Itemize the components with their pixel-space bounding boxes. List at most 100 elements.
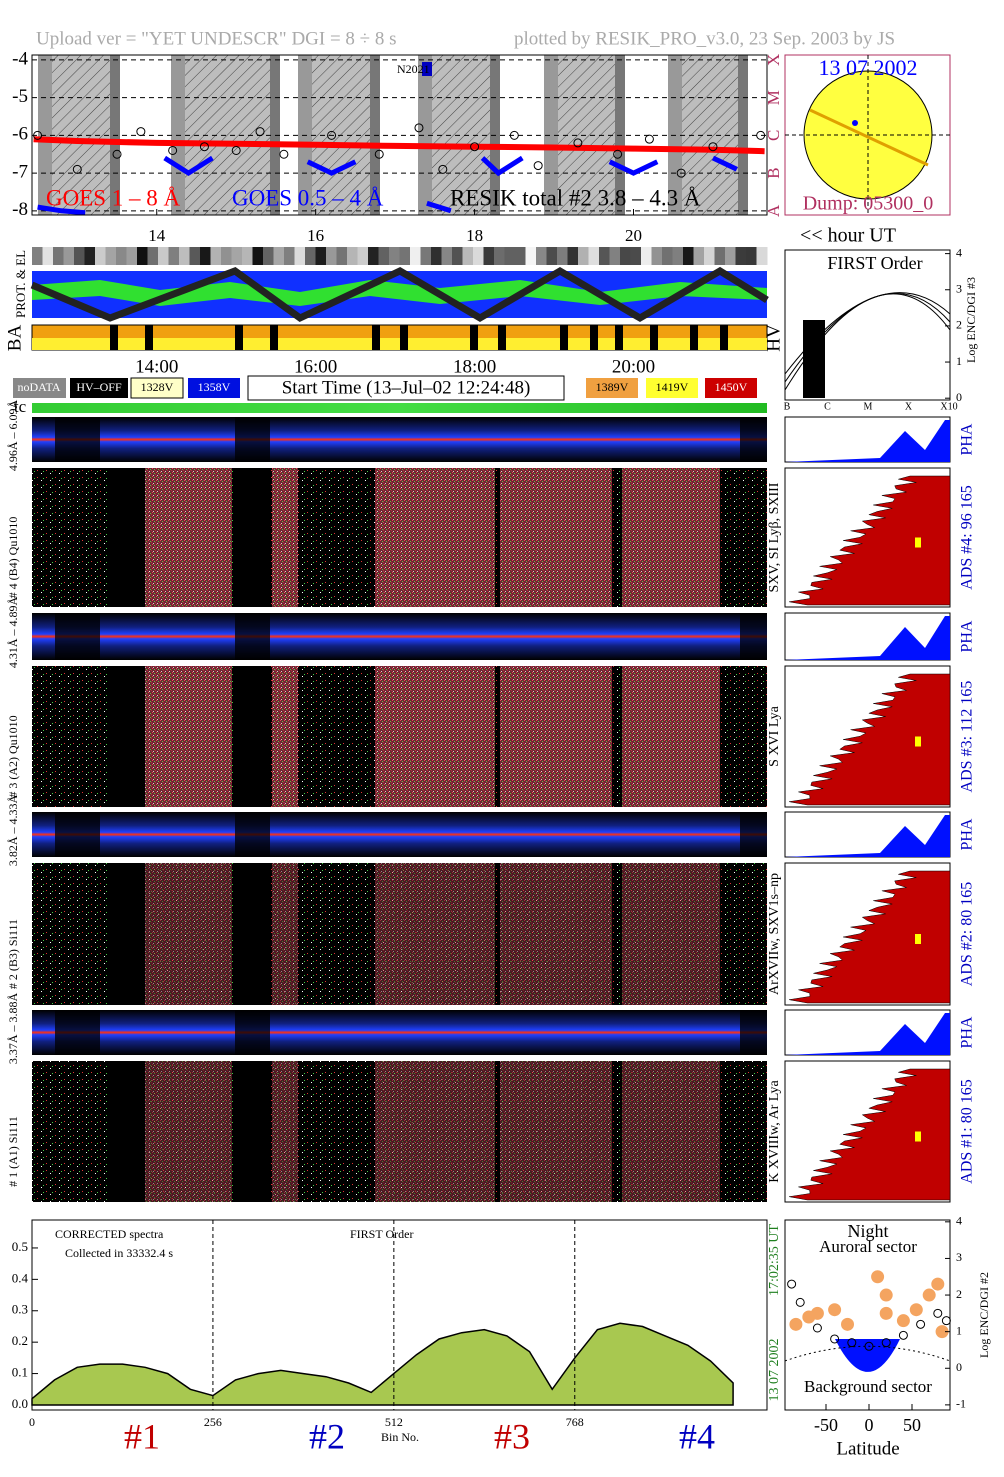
el-strip (725, 247, 736, 265)
el-strip (315, 247, 327, 265)
ba-off (270, 325, 278, 350)
lat-point (916, 1319, 926, 1329)
spectrum-area (31, 1322, 734, 1406)
spectrogram-active (375, 863, 495, 1005)
ba-off (650, 325, 658, 350)
legend-entry: GOES 1 – 8 Å (46, 185, 181, 210)
ba-off (145, 325, 153, 350)
pha-label: PHA (959, 620, 976, 652)
x-tick-label: B (784, 401, 791, 412)
ba-label: BA (4, 325, 25, 352)
pha-label: PHA (959, 1016, 976, 1048)
channel-range: 4.31Å – 4.89Å (6, 597, 20, 669)
el-strip (578, 247, 589, 265)
hour-label: 18 (466, 226, 483, 245)
lat-point (879, 1306, 893, 1320)
resik-point (72, 164, 82, 174)
pha-off (55, 613, 100, 660)
spectrogram-off (235, 666, 270, 807)
el-strip (32, 247, 43, 265)
y-tick-label: 3 (956, 1250, 962, 1264)
ba-off (590, 325, 598, 350)
spectrum-note: CORRECTED spectra (55, 1227, 164, 1241)
el-strip (546, 247, 558, 265)
y-tick-label: -8 (12, 199, 28, 220)
spectrogram-active (622, 468, 720, 607)
el-strip (347, 247, 358, 265)
legend-box (13, 378, 66, 398)
lat-point (830, 1334, 840, 1344)
hist-shape (788, 870, 951, 1004)
saa-band (185, 55, 270, 215)
plotted-text: plotted by RESIK_PRO_v3.0, 23 Sep. 2003 … (514, 28, 895, 49)
el-strip (452, 247, 463, 265)
spectrogram-active (375, 468, 495, 607)
ba-off (372, 325, 380, 350)
y-tick-label: -4 (12, 48, 28, 69)
hist-shape (788, 673, 951, 806)
sector-label: Auroral sector (819, 1237, 917, 1256)
spectrogram-active (272, 863, 298, 1005)
segment-label: #2 (309, 1416, 345, 1456)
el-strip (368, 247, 379, 265)
pha-shape (785, 616, 950, 660)
y-axis-title: Log ENC/DGI #3 (964, 277, 978, 363)
el-strip (105, 247, 117, 265)
channel-range: 3.82Å – 4.33Å (6, 795, 20, 867)
el-strip (662, 247, 673, 265)
pha-frame (784, 612, 951, 661)
tc-strip (32, 403, 767, 413)
y-tick-label: 0 (956, 1360, 962, 1374)
el-strip (704, 247, 715, 265)
el-strip (284, 247, 295, 265)
lat-point (933, 1308, 943, 1318)
resik-point (414, 123, 424, 133)
segment-label: #4 (679, 1416, 715, 1456)
resik-point (676, 168, 686, 178)
x-tick-label: C (824, 401, 831, 412)
legend-text: 1328V (141, 380, 174, 394)
lat-point (941, 1316, 951, 1326)
prot-label: PROT. & EL (13, 250, 28, 318)
channel-range: 3.37Å – 3.88Å (6, 993, 20, 1065)
ba-off (400, 325, 408, 350)
el-strip (263, 247, 274, 265)
pha-strip (32, 613, 767, 660)
pha-off (740, 417, 767, 462)
legend-box (646, 378, 698, 398)
el-strip (399, 247, 411, 265)
spectrogram-active (500, 863, 612, 1005)
legend-text: noDATA (17, 380, 60, 394)
el-strip (221, 247, 232, 265)
spectrogram-active (375, 1061, 495, 1202)
el-strip (147, 247, 159, 265)
el-strip (126, 247, 138, 265)
el-strip (567, 247, 579, 265)
legend-text: 1358V (198, 380, 231, 394)
pha-off (235, 812, 270, 857)
channel-name: # 2 (B3) Si111 (6, 919, 20, 989)
clock-label: 18:00 (453, 356, 496, 377)
resik-point (573, 138, 583, 148)
el-strip (74, 247, 85, 265)
ba-off (615, 325, 623, 350)
prot-path (30, 266, 769, 323)
x-tick-label: 512 (385, 1415, 403, 1429)
lat-point (847, 1338, 857, 1348)
y-tick-label: -7 (12, 161, 28, 182)
start-time: Start Time (13–Jul–02 12:24:48) (282, 377, 531, 398)
legend-text: HV–OFF (76, 380, 122, 394)
el-strip (179, 247, 190, 265)
y-tick-label: 0.1 (12, 1365, 28, 1380)
y-tick-label: 4 (956, 245, 962, 259)
annot-marker (422, 62, 432, 76)
resik-point (708, 142, 718, 152)
el-strip (326, 247, 337, 265)
channel-lines: S XVI Lya (767, 705, 782, 766)
resik-point (33, 130, 43, 140)
lat-point (812, 1323, 822, 1333)
x-tick-label: 256 (204, 1415, 222, 1429)
pha-off (740, 613, 767, 660)
y-tick-label: 0.2 (12, 1333, 28, 1348)
clock-label: 14:00 (135, 356, 178, 377)
